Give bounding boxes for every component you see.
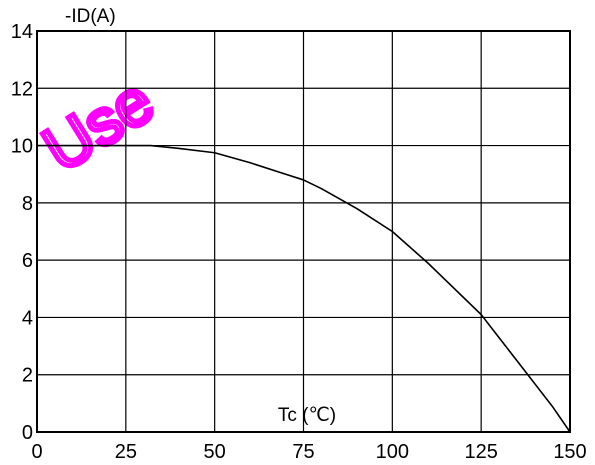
x-tick-label-3: 75 [292,441,314,463]
x-tick-label-6: 150 [553,441,586,463]
y-tick-label-4: 8 [22,193,33,215]
y-tick-label-3: 6 [22,250,33,272]
watermark-text: Use [31,64,166,185]
y-tick-label-6: 12 [11,78,33,100]
y-tick-label-0: 0 [22,422,33,444]
x-tick-label-4: 100 [376,441,409,463]
x-tick-label-0: 0 [31,441,42,463]
plot-frame [36,30,571,433]
y-tick-label-5: 10 [11,136,33,158]
y-axis-label: -ID(A) [65,6,116,27]
y-tick-label-7: 14 [11,21,33,43]
x-tick-labels: 0 25 50 75 100 125 150 [31,441,586,463]
x-tick-label-5: 125 [464,441,497,463]
x-tick-label-1: 25 [115,441,137,463]
series-layer [37,144,571,433]
watermark: Use [28,62,168,188]
y-tick-label-1: 2 [22,365,33,387]
x-axis-label: Tc (℃) [278,405,336,426]
y-tick-label-2: 4 [22,307,33,329]
series-line-0 [37,144,571,433]
x-tick-label-2: 50 [204,441,226,463]
y-tick-labels: 0 2 4 6 8 10 12 14 [11,21,33,444]
